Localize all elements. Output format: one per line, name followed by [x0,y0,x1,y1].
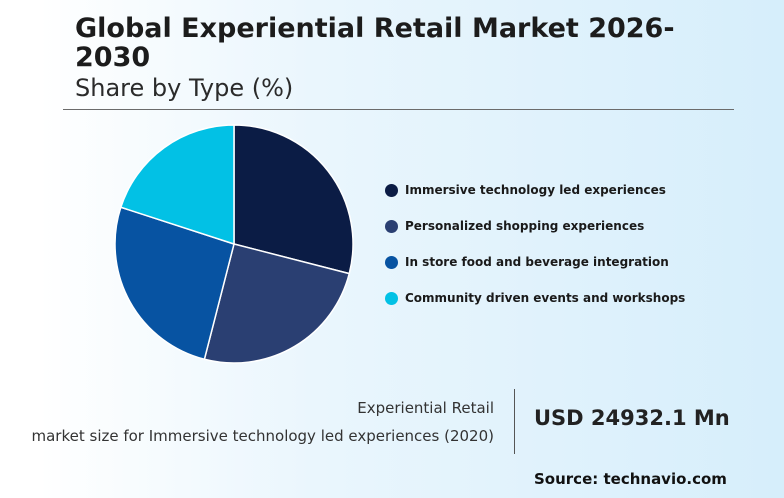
chart-title: Global Experiential Retail Market 2026-2… [75,13,675,73]
source-credit: Source: technavio.com [534,470,727,488]
legend-swatch-2 [385,255,398,269]
legend-item: In store food and beverage integration [385,244,685,280]
pie-slice-2 [114,206,235,361]
metric-divider [514,389,515,454]
legend-item: Community driven events and workshops [385,280,685,316]
legend-label: In store food and beverage integration [405,255,669,269]
legend-swatch-3 [385,291,398,305]
legend-label: Community driven events and workshops [405,291,686,305]
header-divider [63,109,734,110]
chart-subtitle: Share by Type (%) [75,74,294,102]
legend-swatch-0 [385,183,398,197]
metric-label: Experiential Retail [357,399,494,417]
pie-slice-1 [203,243,351,364]
legend-swatch-1 [385,219,398,233]
legend-label: Personalized shopping experiences [405,219,645,233]
pie-slice-3 [119,124,235,246]
legend-label: Immersive technology led experiences [405,183,666,197]
metric-value: USD 24932.1 Mn [534,406,730,430]
legend-item: Personalized shopping experiences [385,208,685,244]
metric-description: market size for Immersive technology led… [31,427,495,445]
pie-slice-0 [233,124,354,275]
legend-item: Immersive technology led experiences [385,172,685,208]
legend: Immersive technology led experiences Per… [385,172,685,316]
pie-chart [114,124,354,364]
